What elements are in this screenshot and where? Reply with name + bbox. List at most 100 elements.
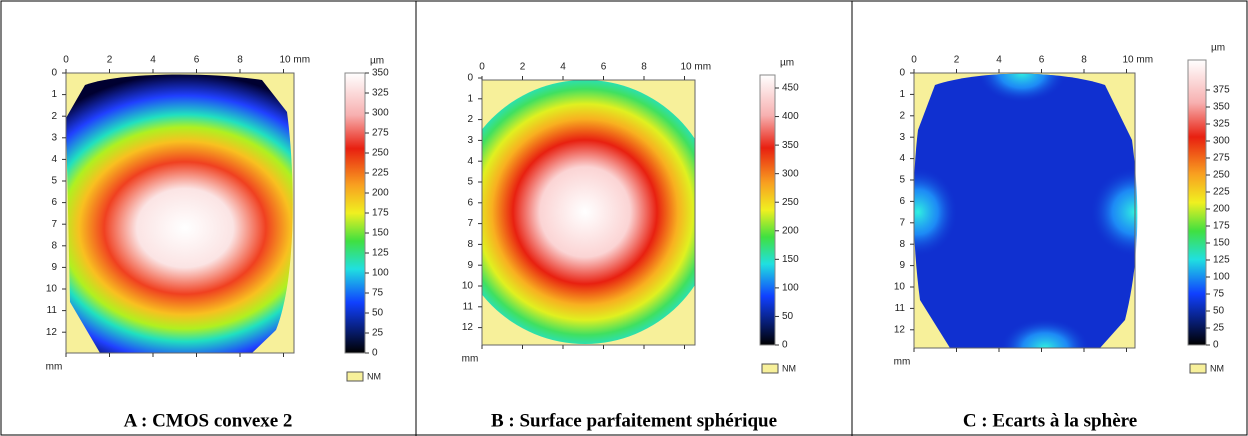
- colorbar-tick-label: 100: [1213, 272, 1230, 283]
- nm-swatch: [1189, 363, 1207, 374]
- colorbar-tick-label: 200: [782, 225, 799, 236]
- colorbar-unit: µm: [780, 58, 794, 69]
- colorbar-tick-label: 50: [1213, 306, 1225, 317]
- colorbar-tick-label: 75: [1213, 289, 1225, 300]
- y-tick-label: 11: [463, 301, 474, 312]
- colorbar-tick-label: 0: [782, 340, 788, 351]
- x-tick-label: 10 mm: [280, 55, 311, 66]
- y-tick-label: 8: [899, 239, 905, 250]
- colorbar-tick-label: 350: [782, 140, 799, 151]
- y-tick-label: 0: [899, 68, 905, 79]
- colorbar-tick-label: 250: [782, 197, 799, 208]
- y-tick-label: 2: [467, 114, 473, 125]
- colorbar: [1187, 59, 1207, 346]
- y-tick-label: 5: [467, 177, 473, 188]
- colorbar-tick-label: 200: [1213, 204, 1230, 215]
- x-tick-label: 2: [107, 55, 113, 66]
- y-tick-label: 12: [462, 322, 474, 333]
- x-tick-label: 2: [520, 62, 526, 73]
- colorbar-tick-label: 375: [1213, 85, 1230, 96]
- y-tick-label: 2: [899, 110, 905, 121]
- x-tick-label: 8: [1081, 55, 1087, 66]
- y-tick-label: 9: [51, 262, 57, 273]
- colorbar-tick-label: 25: [372, 328, 384, 339]
- x-tick-label: 8: [237, 55, 243, 66]
- nm-label: NM: [1210, 363, 1224, 373]
- colorbar-tick-label: 175: [372, 208, 389, 219]
- colorbar-tick-label: 50: [782, 311, 794, 322]
- colorbar-tick-label: 50: [372, 308, 384, 319]
- x-tick-label: 0: [911, 55, 917, 66]
- colorbar-tick-label: 275: [1213, 153, 1230, 164]
- x-tick-label: 4: [560, 62, 566, 73]
- axis-unit: mm: [46, 362, 63, 373]
- colorbar-tick-label: 350: [372, 68, 389, 79]
- y-tick-label: 11: [47, 305, 58, 316]
- y-tick-label: 1: [51, 89, 57, 100]
- colorbar-tick-label: 325: [1213, 119, 1230, 130]
- colorbar-tick-label: 450: [782, 83, 799, 94]
- colorbar-unit: µm: [370, 56, 384, 67]
- y-tick-label: 12: [46, 327, 58, 338]
- plot-frame: [913, 72, 1136, 349]
- y-tick-label: 3: [467, 135, 473, 146]
- y-tick-label: 5: [899, 175, 905, 186]
- y-tick-label: 0: [467, 73, 473, 84]
- y-tick-label: 2: [51, 111, 57, 122]
- y-tick-label: 4: [51, 154, 57, 165]
- colorbar-tick-label: 400: [782, 111, 799, 122]
- x-tick-label: 0: [479, 62, 485, 73]
- height-map: [66, 74, 293, 353]
- colorbar: [344, 72, 366, 354]
- y-tick-label: 8: [467, 239, 473, 250]
- y-tick-label: 4: [467, 156, 473, 167]
- colorbar-tick-label: 25: [1213, 323, 1225, 334]
- x-tick-label: 4: [996, 55, 1002, 66]
- caption: C : Ecarts à la sphère: [963, 410, 1137, 431]
- colorbar-tick-label: 0: [372, 348, 378, 359]
- colorbar-tick-label: 150: [372, 228, 389, 239]
- colorbar-tick-label: 225: [372, 168, 389, 179]
- y-tick-label: 7: [899, 217, 905, 228]
- x-tick-label: 4: [150, 55, 156, 66]
- x-tick-label: 0: [63, 55, 69, 66]
- y-tick-label: 9: [899, 260, 905, 271]
- colorbar-tick-label: 250: [372, 148, 389, 159]
- colorbar-tick-label: 75: [372, 288, 384, 299]
- plot-frame: [65, 72, 295, 354]
- y-tick-label: 10: [894, 282, 906, 293]
- nm-swatch: [761, 363, 779, 374]
- axis-unit: mm: [462, 354, 479, 365]
- y-tick-label: 11: [895, 303, 906, 314]
- y-tick-label: 10: [46, 284, 58, 295]
- colorbar-tick-label: 150: [1213, 238, 1230, 249]
- y-tick-label: 7: [467, 218, 473, 229]
- y-tick-label: 4: [899, 153, 905, 164]
- colorbar-tick-label: 175: [1213, 221, 1230, 232]
- y-tick-label: 12: [894, 324, 906, 335]
- y-tick-label: 1: [467, 93, 473, 104]
- x-tick-label: 10 mm: [681, 62, 712, 73]
- y-tick-label: 5: [51, 176, 57, 187]
- colorbar-tick-label: 100: [372, 268, 389, 279]
- y-tick-label: 3: [51, 132, 57, 143]
- x-tick-label: 8: [641, 62, 647, 73]
- colorbar-tick-label: 350: [1213, 102, 1230, 113]
- colorbar-tick-label: 125: [372, 248, 389, 259]
- colorbar-tick-label: 150: [782, 254, 799, 265]
- colorbar-tick-label: 0: [1213, 340, 1219, 351]
- y-tick-label: 10: [462, 281, 474, 292]
- x-tick-label: 6: [1039, 55, 1045, 66]
- x-tick-label: 10 mm: [1123, 55, 1154, 66]
- colorbar-tick-label: 300: [782, 168, 799, 179]
- nm-label: NM: [782, 363, 796, 373]
- colorbar-tick-label: 250: [1213, 170, 1230, 181]
- y-tick-label: 7: [51, 219, 57, 230]
- colorbar-tick-label: 225: [1213, 187, 1230, 198]
- colorbar: [759, 74, 776, 346]
- caption: B : Surface parfaitement sphérique: [491, 410, 777, 431]
- colorbar-tick-label: 100: [782, 283, 799, 294]
- y-tick-label: 8: [51, 240, 57, 251]
